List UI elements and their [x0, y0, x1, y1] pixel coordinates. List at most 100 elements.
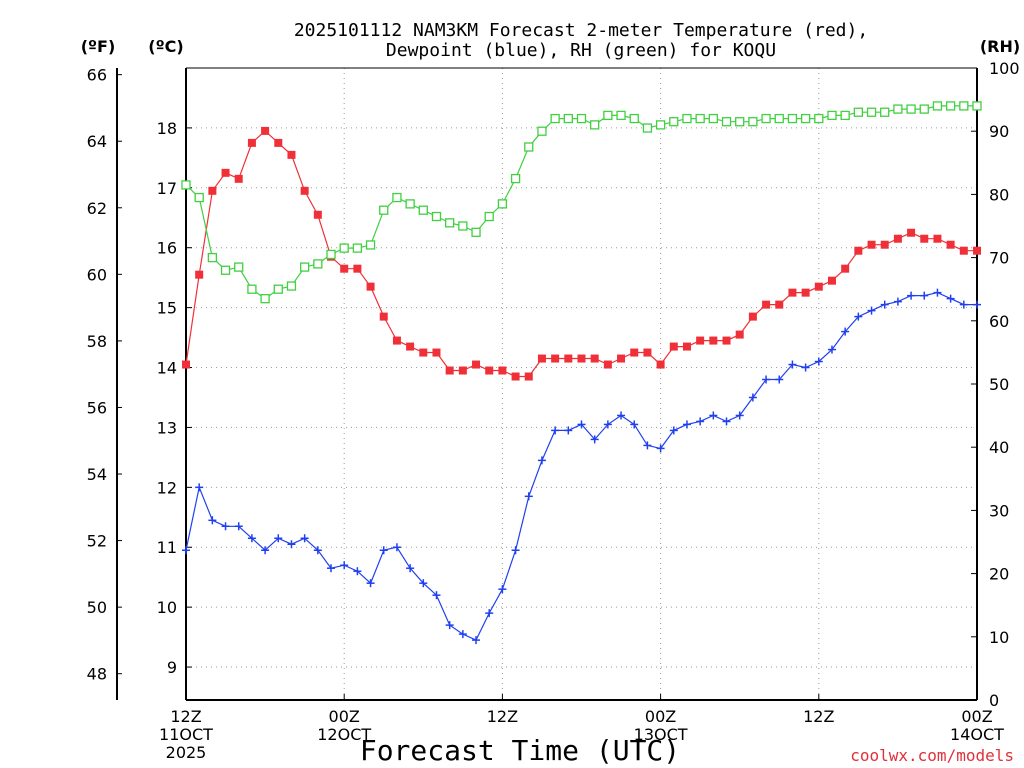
dewpoint-point	[392, 543, 401, 552]
temperature-point	[801, 288, 810, 297]
dewpoint-point	[406, 564, 415, 573]
dewpoint-point	[261, 546, 270, 555]
dewpoint-point	[748, 393, 757, 402]
dewpoint-point	[366, 579, 375, 588]
temperature-point	[366, 282, 375, 291]
temperature-point	[617, 354, 626, 363]
dewpoint-point	[485, 609, 494, 618]
x-axis-label: Forecast Time (UTC)	[360, 734, 680, 767]
dewpoint-point	[234, 522, 243, 531]
dewpoint-point	[907, 291, 916, 300]
x-tick-label: 00Z	[645, 707, 676, 726]
temperature-point	[313, 210, 322, 219]
dewpoint-point	[775, 375, 784, 384]
temperature-point	[590, 354, 599, 363]
fahrenheit-tick-label: 50	[87, 598, 107, 617]
dewpoint-point	[788, 360, 797, 369]
dewpoint-point	[274, 534, 283, 543]
rh-point	[853, 107, 863, 117]
rh-point	[735, 117, 745, 127]
dewpoint-point	[379, 546, 388, 555]
rh-point	[932, 101, 943, 111]
rh-point	[682, 113, 692, 124]
temperature-point	[221, 168, 230, 177]
dewpoint-point	[577, 420, 586, 429]
celsius-tick-label: 9	[167, 658, 177, 677]
temperature-point	[511, 372, 520, 381]
dewpoint-point	[814, 357, 823, 366]
temperature-point	[722, 336, 731, 345]
dewpoint-point	[432, 591, 441, 600]
rh-point	[840, 110, 850, 121]
rh-point	[537, 126, 547, 136]
x-tick-label: 00Z	[329, 707, 360, 726]
x-tick-label: 12Z	[487, 707, 518, 726]
temperature-point	[841, 264, 850, 273]
dewpoint-point	[709, 411, 718, 420]
rh-tick-label: 70	[989, 249, 1009, 268]
dewpoint-point	[419, 579, 428, 588]
celsius-tick-label: 11	[157, 538, 177, 557]
rh-point	[260, 294, 270, 304]
temperature-point	[880, 240, 889, 249]
dewpoint-point	[340, 561, 349, 570]
temperature-point	[933, 234, 942, 243]
temperature-point	[775, 300, 784, 309]
rh-point	[590, 120, 600, 130]
x-tick-label: 12Z	[803, 707, 834, 726]
rh-point	[880, 107, 890, 117]
dewpoint-point	[973, 300, 981, 309]
dewpoint-point	[287, 540, 296, 549]
temperature-point	[406, 342, 415, 351]
fahrenheit-tick-label: 54	[87, 465, 107, 484]
temperature-point	[867, 240, 876, 249]
fahrenheit-tick-label: 60	[87, 265, 107, 284]
dewpoint-point	[498, 585, 507, 594]
rh-point	[365, 240, 376, 250]
rh-point	[471, 227, 481, 237]
temperature-point	[920, 234, 929, 243]
rh-point	[787, 113, 798, 124]
x-tick-label: 12Z	[170, 707, 201, 726]
dewpoint-point	[656, 444, 665, 453]
temperature-point	[630, 348, 639, 357]
rh-point	[748, 117, 758, 127]
celsius-unit-label: (ºC)	[148, 37, 183, 56]
temperature-point	[656, 360, 665, 369]
x-tick-label: 14OCT	[950, 725, 1004, 744]
rh-point	[721, 117, 732, 127]
temperature-point	[208, 186, 217, 195]
dewpoint-point	[630, 420, 639, 429]
temperature-point	[524, 372, 533, 381]
fahrenheit-tick-label: 64	[87, 132, 107, 151]
rh-point	[866, 107, 877, 117]
fahrenheit-tick-label: 66	[87, 66, 107, 85]
x-tick-label: 2025	[166, 743, 207, 762]
fahrenheit-tick-label: 52	[87, 532, 107, 551]
rh-point	[774, 113, 784, 124]
temperature-point	[696, 336, 705, 345]
rh-point	[563, 113, 573, 124]
dewpoint-point	[854, 312, 863, 321]
x-tick-label: 00Z	[961, 707, 992, 726]
rh-point	[484, 211, 494, 222]
dewpoint-point	[696, 417, 705, 426]
rh-point	[972, 101, 982, 111]
temperature-point	[274, 138, 283, 147]
dewpoint-point	[182, 546, 190, 555]
fahrenheit-tick-label: 48	[87, 665, 107, 684]
temperature-point	[709, 336, 718, 345]
temperature-point	[551, 354, 560, 363]
rh-point	[392, 192, 402, 203]
celsius-tick-label: 13	[157, 418, 177, 437]
rh-point	[550, 113, 560, 124]
temperature-point	[195, 270, 204, 279]
dewpoint-point	[669, 426, 678, 435]
temperature-point	[682, 342, 691, 351]
temperature-point	[564, 354, 573, 363]
celsius-tick-label: 10	[157, 598, 177, 617]
rh-point	[286, 281, 297, 291]
rh-point	[919, 104, 929, 114]
rh-tick-label: 100	[989, 59, 1020, 78]
